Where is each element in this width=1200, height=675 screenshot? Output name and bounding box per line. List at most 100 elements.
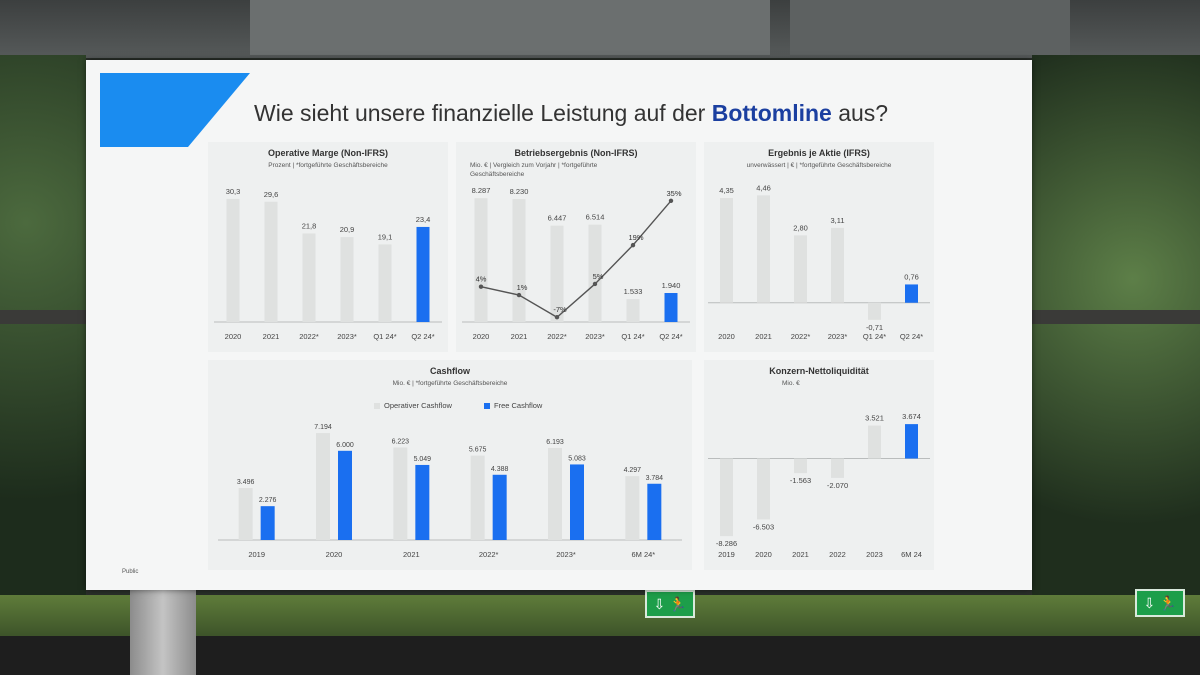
net-liquidity-chart: 2019 -8.286 2020 -6.503 2021 -1.563 2022 -2.070…	[708, 412, 930, 559]
bar	[474, 198, 488, 322]
data-label: 8.287	[472, 186, 491, 195]
x-tick-label: 2022*	[547, 332, 567, 341]
floor	[0, 636, 1200, 675]
data-label: -2.070	[827, 481, 848, 490]
operating-margin-chart: 2020 30,3 2021 29,6 2022* 21,8 2023* 20,9 Q1 24*…	[214, 187, 442, 341]
x-tick-label: 2021	[792, 550, 809, 559]
legend-item-free-cashflow: Free Cashflow	[484, 401, 542, 410]
exit-sign: ⇩ 🏃	[1135, 589, 1185, 617]
operating-cashflow-bar	[470, 455, 485, 540]
growth-label: -7%	[553, 305, 567, 314]
x-tick-label: 2023*	[585, 332, 605, 341]
growth-point	[554, 315, 560, 320]
panel-operating-result: Betriebsergebnis (Non-IFRS) Mio. € | Ver…	[456, 142, 696, 352]
data-label: 6.223	[392, 438, 410, 445]
x-tick-label: 2020	[473, 332, 490, 341]
pillar	[130, 590, 196, 675]
x-tick-label: 2020	[718, 332, 735, 341]
data-label: 4,46	[756, 183, 771, 192]
bar	[757, 458, 770, 520]
ceiling-panel	[250, 0, 770, 55]
legend-swatch	[484, 403, 490, 410]
growth-point	[516, 292, 522, 298]
x-tick-label: 2021	[263, 332, 280, 341]
operating-result-chart: 2020 8.287 2021 8.230 2022* 6.447 2023* 6.514 Q1…	[462, 186, 690, 341]
title-suffix: aus?	[831, 100, 889, 126]
x-tick-label: 2023*	[337, 332, 357, 341]
chart-title: Betriebsergebnis (Non-IFRS)	[514, 148, 638, 158]
x-tick-label: 2022*	[299, 332, 319, 341]
data-label: 3.674	[902, 412, 921, 421]
bar	[264, 201, 278, 322]
legend-item-operating-cashflow: Operativer Cashflow	[374, 401, 452, 410]
growth-point	[668, 198, 674, 203]
data-label: 29,6	[264, 190, 279, 199]
x-tick-label: 2020	[755, 550, 772, 559]
x-tick-label: 2023	[866, 550, 883, 559]
data-label: 5.675	[469, 447, 487, 454]
data-label: 21,8	[302, 221, 317, 230]
legend-swatch	[374, 403, 380, 410]
x-tick-label: 2021	[511, 332, 528, 341]
bar	[226, 198, 240, 322]
classification-label: Public	[122, 569, 139, 575]
data-label: 6.193	[546, 439, 564, 446]
data-label: 23,4	[416, 215, 431, 224]
eps-chart: 2020 4,35 2021 4,46 2022* 2,80 2023* 3,11 Q1 24*…	[708, 183, 930, 341]
x-tick-label: 2020	[225, 332, 242, 341]
bar	[905, 424, 918, 459]
bar	[831, 227, 844, 303]
bar	[512, 199, 526, 322]
data-label: 30,3	[226, 187, 241, 196]
x-tick-label: 2021	[755, 332, 772, 341]
x-tick-label: Q1 24*	[863, 332, 886, 341]
x-tick-label: 2023*	[828, 332, 848, 341]
growth-line	[480, 200, 672, 319]
data-label: 1.940	[662, 281, 681, 290]
operating-cashflow-bar	[393, 447, 408, 540]
x-tick-label: 2020	[326, 550, 343, 559]
bar	[302, 233, 316, 322]
data-label: 2,80	[793, 223, 808, 232]
operating-cashflow-bar	[625, 476, 640, 540]
trees-left	[0, 55, 86, 615]
data-label: 1.533	[624, 287, 643, 296]
data-label: 4.388	[491, 466, 509, 473]
legend-label: Operativer Cashflow	[384, 401, 452, 410]
free-cashflow-bar	[415, 464, 430, 540]
growth-point	[478, 284, 484, 289]
bar	[588, 224, 602, 322]
cashflow-chart: 2019 3.496 2.276 2020 7.194 6.000 2021 6.223 5.0…	[218, 424, 682, 559]
data-label: -1.563	[790, 476, 811, 485]
x-tick-label: 2019	[248, 550, 265, 559]
x-tick-label: Q1 24*	[621, 332, 644, 341]
corner-logo-shape	[100, 73, 250, 147]
x-tick-label: 2021	[403, 550, 420, 559]
growth-label: 1%	[517, 283, 528, 292]
operating-cashflow-bar	[316, 433, 330, 540]
data-label: 20,9	[340, 225, 355, 234]
title-highlight: Bottomline	[711, 100, 832, 126]
panel-eps: Ergebnis je Aktie (IFRS) unverwässert | …	[704, 142, 934, 352]
panel-net-liquidity: Konzern-Nettoliquidität Mio. € 2019 -8.28…	[704, 360, 934, 570]
bar	[340, 237, 354, 322]
exit-sign: ⇩ 🏃	[645, 590, 695, 618]
x-tick-label: Q2 24*	[659, 332, 682, 341]
bar	[868, 425, 881, 459]
trees-right	[1032, 55, 1200, 615]
data-label: 6.000	[336, 442, 354, 449]
data-label: 2.276	[259, 497, 277, 504]
data-label: 6.447	[548, 214, 567, 223]
operating-cashflow-bar	[548, 447, 562, 540]
panel-operating-margin: Operative Marge (Non-IFRS) Prozent | *fo…	[208, 142, 448, 352]
x-tick-label: 2022*	[791, 332, 811, 341]
bar	[868, 302, 881, 320]
x-tick-label: 2022	[829, 550, 846, 559]
growth-label: 19%	[628, 233, 643, 242]
panel-cashflow: Cashflow Mio. € | *fortgeführte Geschäft…	[208, 360, 692, 570]
bar	[626, 299, 640, 322]
free-cashflow-bar	[492, 474, 507, 540]
chart-subtitle: Mio. € | *fortgeführte Geschäftsbereiche	[392, 380, 508, 387]
bar	[831, 458, 844, 478]
bar	[720, 198, 733, 303]
